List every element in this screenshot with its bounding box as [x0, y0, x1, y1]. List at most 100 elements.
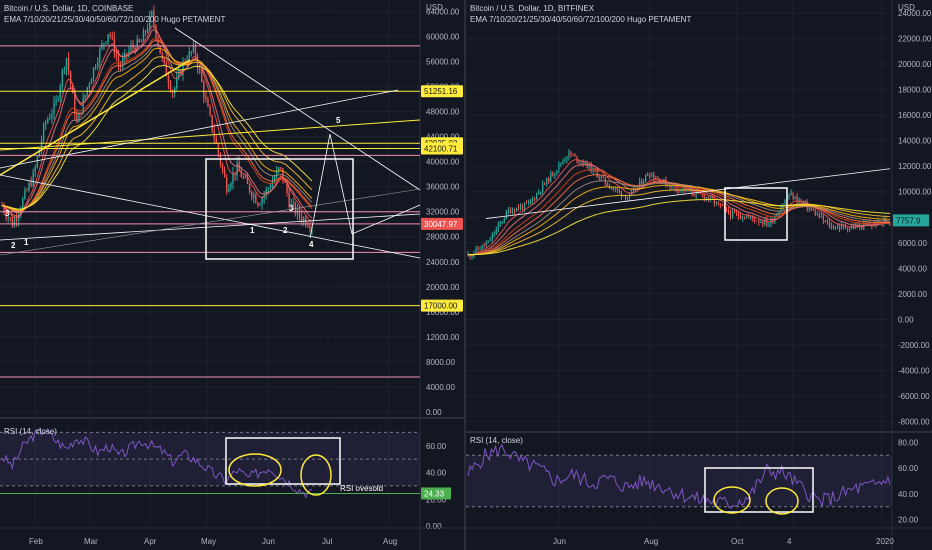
x-axis-label: Apr [144, 537, 157, 546]
price-axis-label: 24000.00 [426, 258, 460, 267]
wave-label: 5 [336, 116, 341, 125]
candle-body [92, 67, 95, 80]
candle-body [519, 205, 522, 209]
candle-body [632, 189, 635, 192]
price-tag-label: 51251.16 [424, 87, 458, 96]
price-axis-label: 44000.00 [426, 133, 460, 142]
candle-body [178, 70, 180, 78]
candle-body [467, 254, 469, 256]
price-axis-label: 20000.00 [898, 60, 932, 69]
candle-body [818, 214, 820, 218]
candle-body [76, 115, 78, 123]
candle-body [192, 44, 195, 52]
left-chart-svg[interactable]: 64000.0060000.0056000.0052000.0048000.00… [0, 0, 464, 550]
candle-body [215, 138, 217, 144]
candle-body [142, 30, 145, 42]
candle-body [729, 213, 732, 217]
right-chart-svg[interactable]: 24000.00 22000.00 20000.00 18000.00 16000.00… [466, 0, 932, 550]
candle-body [167, 76, 170, 84]
candle-body [600, 176, 602, 178]
right-indicator: EMA 7/10/20/21/25/30/40/50/60/72/100/200… [470, 15, 692, 24]
candle-body [834, 227, 837, 229]
price-axis-label: 36000.00 [426, 183, 460, 192]
candle-body [717, 201, 719, 204]
candle-body [509, 209, 512, 214]
price-axis-label: 0.00 [426, 408, 442, 417]
rsi-highlight-box [704, 467, 814, 513]
rsi-tag [421, 487, 451, 500]
price-axis-label: 48000.00 [426, 108, 460, 117]
right-chart-pane[interactable]: 24000.00 22000.00 20000.00 18000.00 16000.00… [466, 0, 932, 550]
candle-body [63, 68, 66, 71]
candle-body [228, 188, 230, 192]
candle-body [525, 202, 528, 204]
candle-body [489, 240, 491, 242]
candle-body [225, 177, 228, 192]
candle-body [499, 222, 501, 225]
candle-body [582, 162, 584, 165]
candle-body [546, 177, 548, 185]
rsi-axis-label: 20.00 [426, 495, 447, 504]
candle-body [606, 183, 608, 186]
candle-body [675, 186, 677, 190]
candle-body [756, 220, 758, 222]
candle-body [610, 187, 612, 189]
candle-body [11, 218, 14, 227]
candle-body [538, 192, 540, 194]
candle-body [3, 205, 5, 212]
candle-body [564, 160, 566, 162]
candle-body [715, 201, 717, 204]
candle-body [117, 56, 120, 65]
trend-line [485, 168, 891, 219]
candle-body [849, 228, 851, 231]
candle-body [105, 41, 107, 44]
candle-body [9, 217, 12, 219]
candle-body [820, 216, 822, 218]
candle-body [149, 15, 151, 29]
candle-body [38, 149, 41, 157]
candle-body [244, 177, 247, 179]
candle-body [15, 219, 18, 221]
candle-body [737, 213, 740, 217]
price-axis-label: -8000.00 [898, 418, 930, 427]
candle-body [689, 189, 691, 192]
candle-body [824, 220, 826, 222]
ema-line [1, 38, 313, 214]
candle-body [307, 225, 309, 227]
rsi-note: RSI ovesold [340, 484, 383, 493]
candle-body [770, 219, 772, 225]
left-chart-pane[interactable]: 64000.0060000.0056000.0052000.0048000.00… [0, 0, 464, 550]
candle-body [280, 167, 282, 169]
price-axis-label: -4000.00 [898, 367, 930, 376]
price-tag-label: 30047.97 [424, 220, 458, 229]
candle-body [731, 210, 734, 217]
candle-body [810, 207, 812, 210]
candle-body [748, 216, 750, 218]
candle-body [128, 50, 130, 56]
pane-divider[interactable] [464, 0, 466, 550]
candle-body [536, 193, 538, 200]
candle-body [132, 45, 134, 48]
x-axis-label: Jun [262, 537, 275, 546]
ema-line [1, 56, 313, 211]
candle-body [750, 215, 752, 217]
candle-body [483, 244, 485, 246]
candle-body [188, 51, 190, 62]
candle-body [727, 209, 730, 214]
candle-body [157, 38, 159, 46]
candle-body [588, 163, 590, 169]
candle-body [711, 196, 713, 199]
candle-body [794, 196, 796, 199]
candle-body [28, 182, 30, 191]
rsi-circle [228, 453, 282, 487]
candle-body [173, 88, 176, 94]
price-axis-label: 4000.00 [898, 264, 927, 273]
candle-body [796, 196, 798, 203]
trend-line [0, 119, 421, 151]
candle-body [857, 225, 859, 228]
candle-body [176, 77, 178, 89]
candle-body [780, 208, 782, 213]
candle-body [705, 197, 707, 200]
candle-body [766, 219, 768, 225]
candle-body [74, 93, 76, 116]
